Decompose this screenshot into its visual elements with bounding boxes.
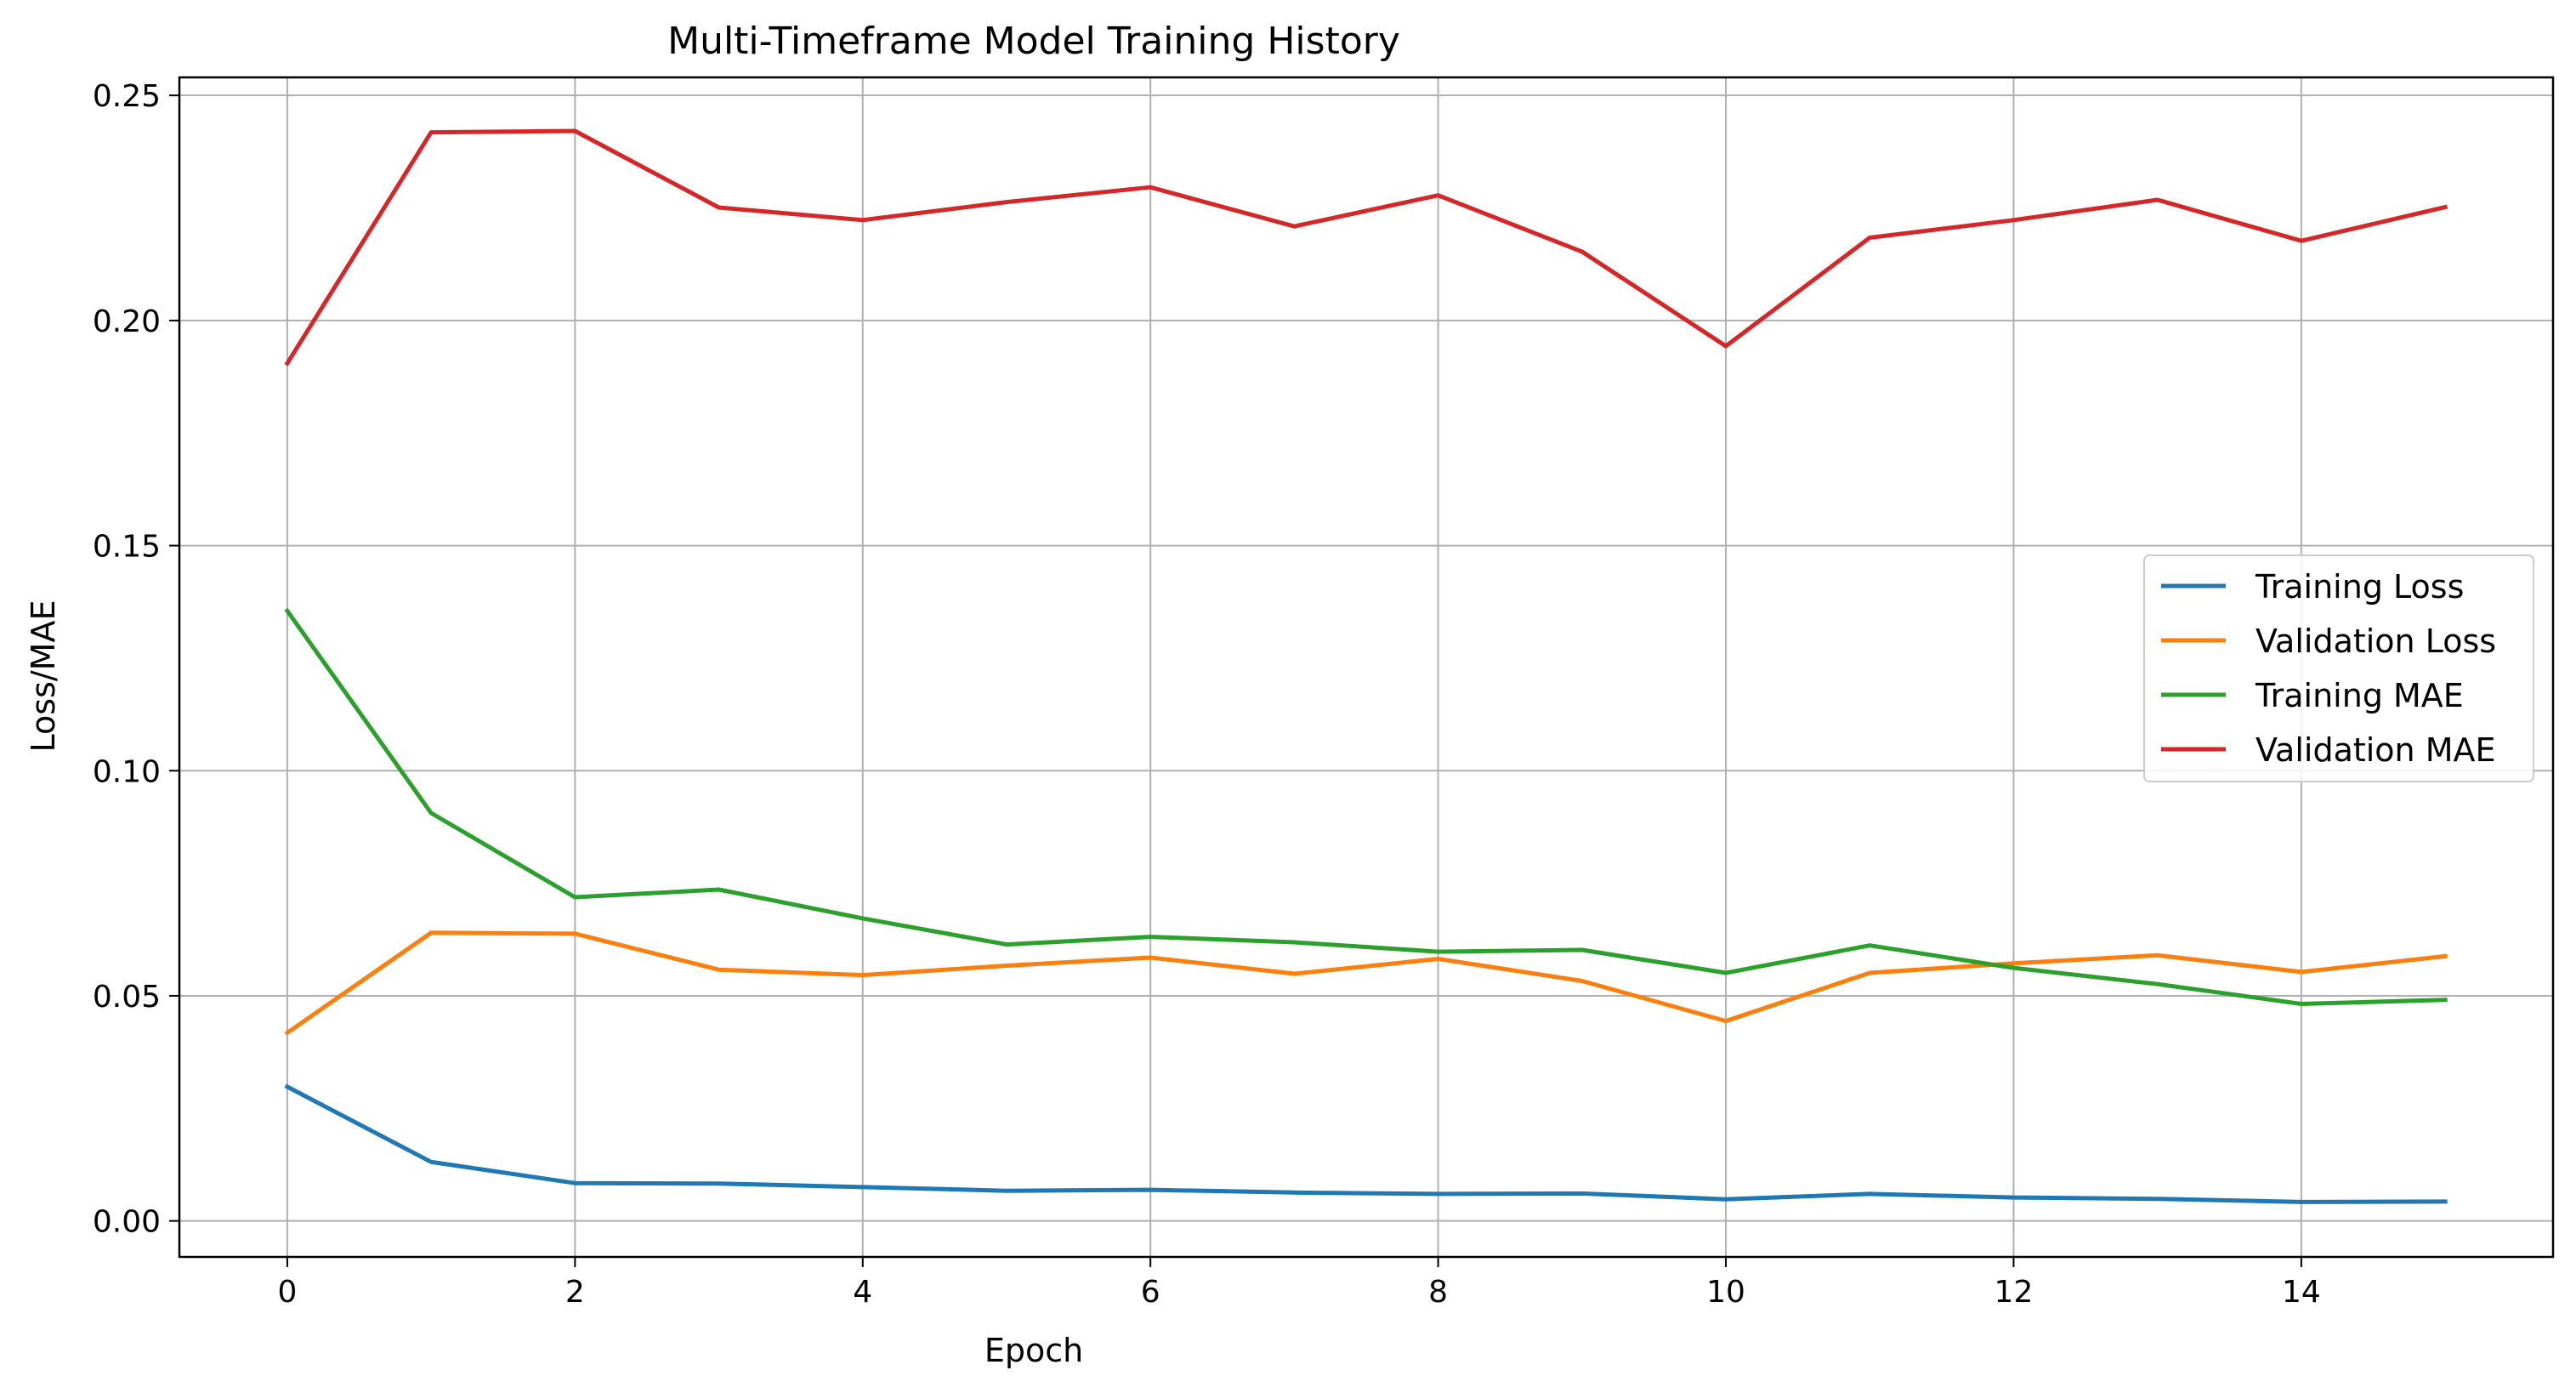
legend-box (2143, 554, 2534, 782)
y-tick-label: 0.20 (93, 304, 161, 339)
legend-label-training-mae: Training MAE (2255, 677, 2464, 714)
series-line-validation-loss (284, 930, 2448, 1036)
legend-label-validation-mae: Validation MAE (2255, 731, 2496, 769)
x-tick-label: 8 (1428, 1275, 1448, 1310)
y-tick-label: 0.15 (93, 530, 161, 565)
x-tick-label: 12 (1994, 1275, 2034, 1310)
series-line-training-mae (284, 607, 2448, 1006)
y-tick-label: 0.10 (93, 754, 161, 789)
legend-label-training-loss: Training Loss (2255, 568, 2464, 606)
plot-area-frame (178, 76, 2555, 1259)
x-tick-label: 10 (1706, 1275, 1745, 1310)
x-tick-label: 2 (565, 1275, 585, 1310)
y-tick-label: 0.00 (93, 1205, 161, 1240)
x-tick-label: 6 (1141, 1275, 1160, 1310)
legend: Training Loss Validation Loss Training MAE… (2143, 554, 2534, 782)
chart-title: Multi-Timeframe Model Training History (667, 20, 1400, 63)
y-tick-label: 0.05 (93, 980, 161, 1015)
x-tick-label: 4 (853, 1275, 872, 1310)
x-axis-label: Epoch (984, 1332, 1083, 1369)
series-lines (284, 128, 2448, 1204)
x-axis: 0 2 4 6 8 10 12 14 (277, 1257, 2321, 1310)
y-axis: 0.00 0.05 0.10 0.15 0.20 0.25 (93, 79, 179, 1240)
series-line-training-loss (284, 1083, 2448, 1204)
y-tick-label: 0.25 (93, 79, 161, 114)
legend-label-validation-loss: Validation Loss (2255, 623, 2496, 660)
x-tick-label: 14 (2282, 1275, 2321, 1310)
x-tick-label: 0 (277, 1275, 297, 1310)
series-line-validation-mae (284, 128, 2448, 367)
y-axis-label: Loss/MAE (25, 600, 62, 753)
